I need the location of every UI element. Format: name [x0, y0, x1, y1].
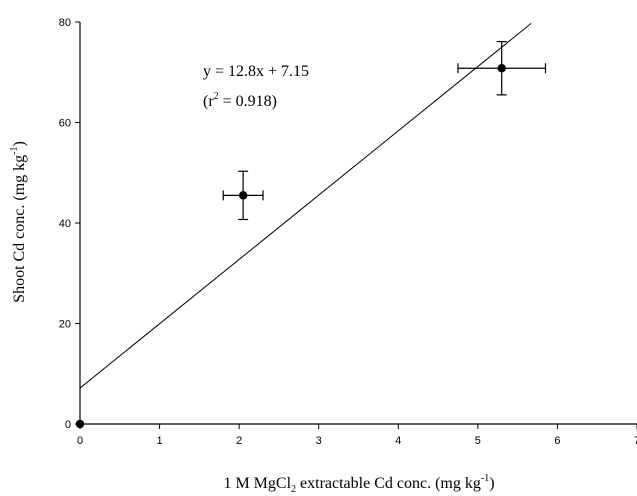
x-axis-title: 1 M MgCl2 extractable Cd conc. (mg kg-1): [223, 473, 494, 495]
x-axis-title-sup: -1: [481, 473, 489, 484]
equation-label: y = 12.8x + 7.15: [203, 63, 309, 80]
r-squared-suffix: = 0.918): [219, 93, 277, 110]
x-tick-label: 4: [395, 435, 401, 447]
x-axis-title-prefix: 1 M MgCl: [223, 475, 291, 492]
data-point: [497, 64, 506, 73]
x-axis-title-suffix: ): [489, 475, 494, 492]
data-point: [75, 419, 85, 429]
regression-line: [79, 22, 532, 389]
x-tick-label: 5: [475, 435, 481, 447]
y-axis-title-suffix: ): [11, 141, 28, 146]
y-tick-label: 60: [59, 118, 71, 130]
y-axis-title: Shoot Cd conc. (mg kg-1): [9, 141, 28, 303]
x-tick-label: 7: [634, 435, 637, 447]
y-axis-title-prefix: Shoot Cd conc. (mg kg: [11, 155, 28, 303]
x-tick-label: 0: [77, 435, 83, 447]
x-axis-title-middle: extractable Cd conc. (mg kg: [296, 475, 481, 492]
x-tick-label: 6: [554, 435, 560, 447]
x-ticks: 0 1 2 3 4 5 6 7: [77, 424, 637, 447]
y-tick-label: 0: [65, 419, 71, 431]
data-points: [75, 40, 547, 429]
y-axis-title-sup: -1: [9, 146, 20, 154]
r-squared-prefix: (r: [203, 93, 214, 110]
y-tick-label: 40: [59, 218, 71, 230]
r-squared-sup: 2: [214, 91, 219, 102]
x-axis-title-sub: 2: [291, 484, 296, 495]
r-squared-label: (r2 = 0.918): [203, 91, 277, 110]
data-point: [238, 191, 248, 200]
y-tick-label: 80: [59, 17, 71, 29]
x-tick-label: 3: [316, 435, 322, 447]
y-ticks: 0 20 40 60 80: [59, 17, 80, 431]
x-tick-label: 2: [236, 435, 242, 447]
x-tick-label: 1: [157, 435, 163, 447]
y-tick-label: 20: [59, 319, 71, 331]
